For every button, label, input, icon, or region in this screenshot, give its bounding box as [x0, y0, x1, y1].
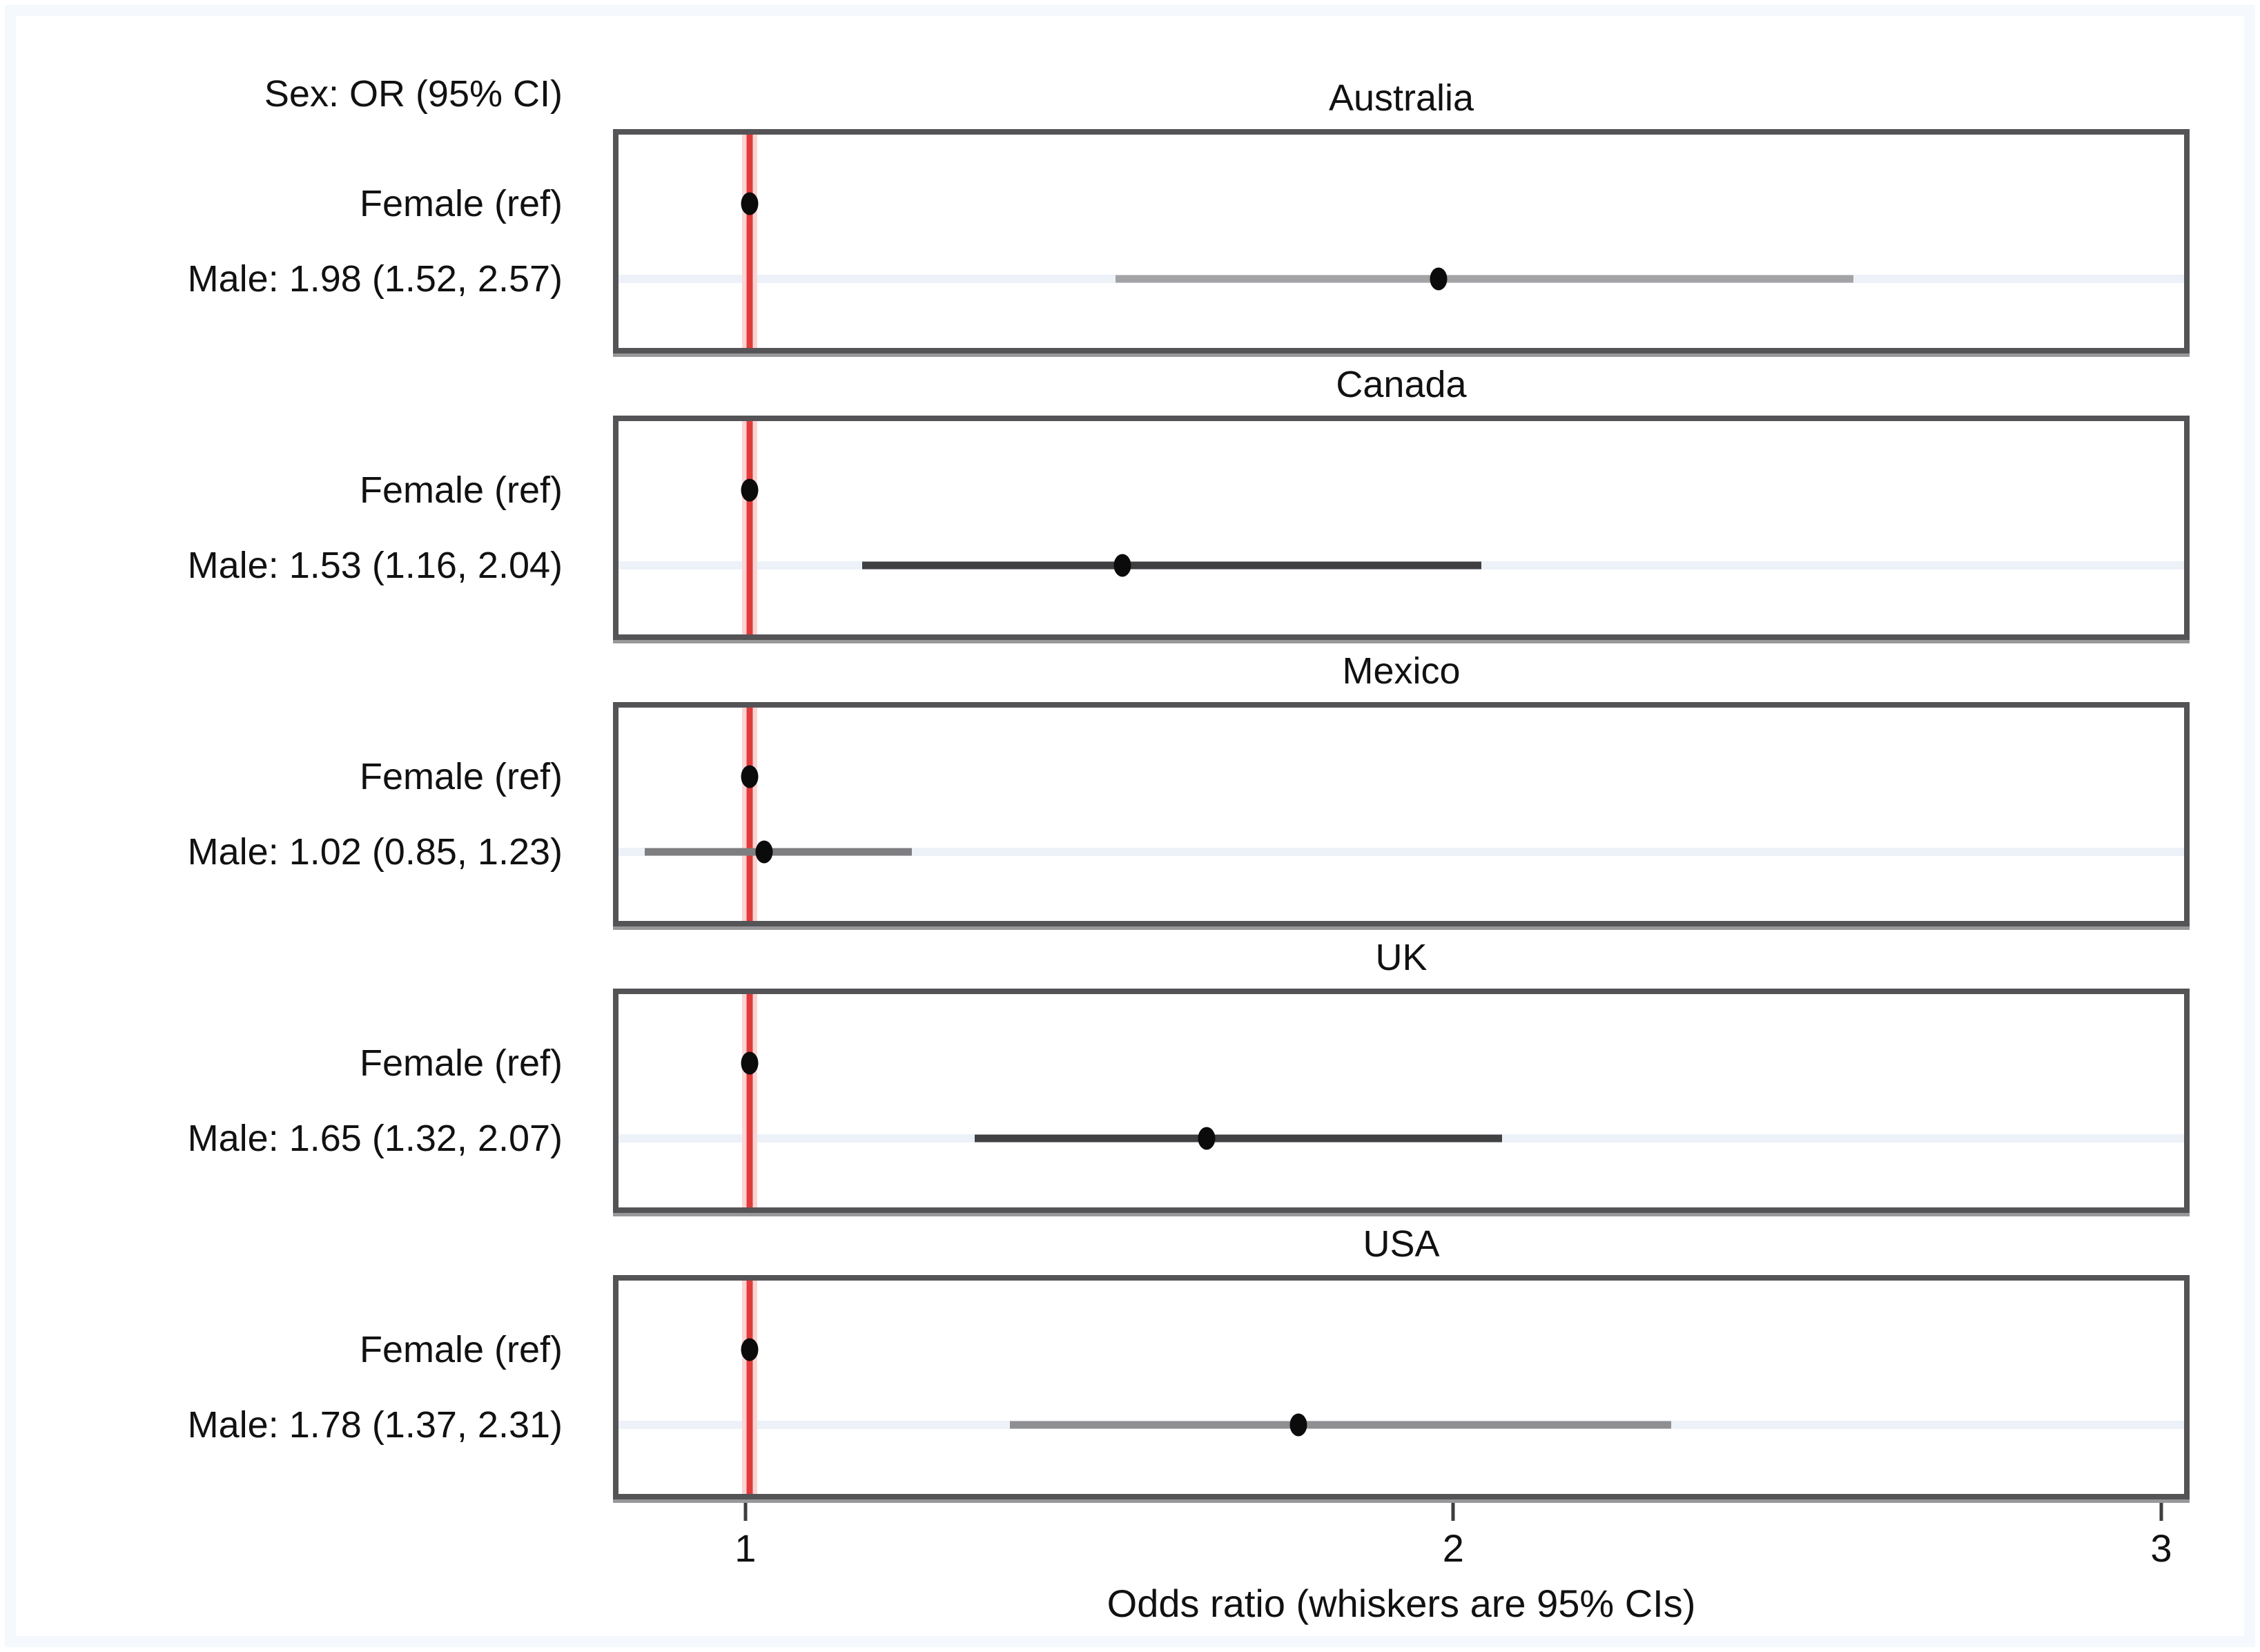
male-ci-whisker — [1010, 1421, 1671, 1429]
country-panel — [613, 1275, 2190, 1499]
male-row-label: Male: 1.02 (0.85, 1.23) — [187, 831, 563, 873]
female-ref-point — [741, 192, 759, 215]
male-row-label: Male: 1.98 (1.52, 2.57) — [187, 258, 563, 300]
female-ref-point — [741, 478, 759, 502]
female-row-label: Female (ref) — [359, 1329, 563, 1370]
male-or-point — [1113, 554, 1131, 577]
x-axis-tick-label: 2 — [1442, 1526, 1464, 1570]
country-panel — [613, 129, 2190, 353]
reference-line-or1-halo — [742, 1281, 758, 1494]
reference-line-or1-halo — [742, 421, 758, 634]
reference-line-or1 — [746, 135, 753, 348]
male-ci-whisker — [1116, 275, 1854, 283]
female-row-label: Female (ref) — [359, 183, 563, 224]
panel-title: UK — [1375, 937, 1428, 978]
male-row-label: Male: 1.78 (1.37, 2.31) — [187, 1404, 563, 1446]
country-panel — [613, 416, 2190, 640]
x-axis-title: Odds ratio (whiskers are 95% CIs) — [1107, 1582, 1696, 1625]
x-axis-tick — [743, 1503, 748, 1521]
reference-line-or1 — [746, 708, 753, 921]
panel-title: Mexico — [1342, 650, 1461, 692]
country-panel — [613, 702, 2190, 926]
female-ref-point — [741, 1051, 759, 1075]
reference-line-or1 — [746, 994, 753, 1207]
panel-title: Canada — [1336, 364, 1467, 405]
male-ci-whisker — [644, 848, 912, 856]
panel-title: USA — [1363, 1223, 1440, 1265]
reference-line-or1-halo — [742, 708, 758, 921]
panel-title: Australia — [1328, 77, 1474, 119]
male-row-gridline — [618, 848, 2184, 856]
male-row-label: Male: 1.65 (1.32, 2.07) — [187, 1118, 563, 1159]
x-axis-tick-label: 3 — [2150, 1526, 2172, 1570]
x-axis-tick — [2159, 1503, 2163, 1521]
reference-line-or1 — [746, 1281, 753, 1494]
female-row-label: Female (ref) — [359, 756, 563, 797]
reference-line-or1-halo — [742, 994, 758, 1207]
reference-line-or1 — [746, 421, 753, 634]
country-panel — [613, 989, 2190, 1213]
female-row-label: Female (ref) — [359, 1042, 563, 1084]
female-ref-point — [741, 765, 759, 788]
male-or-point — [755, 840, 773, 864]
male-or-point — [1289, 1413, 1307, 1437]
male-or-point — [1198, 1127, 1216, 1150]
column-header-label: Sex: OR (95% CI) — [264, 73, 563, 115]
female-ref-point — [741, 1338, 759, 1361]
male-ci-whisker — [862, 561, 1481, 570]
reference-line-or1-halo — [742, 135, 758, 348]
female-row-label: Female (ref) — [359, 469, 563, 511]
male-row-label: Male: 1.53 (1.16, 2.04) — [187, 545, 563, 586]
male-or-point — [1430, 267, 1448, 291]
x-axis-tick-label: 1 — [734, 1526, 757, 1570]
male-ci-whisker — [975, 1134, 1503, 1143]
x-axis-tick — [1451, 1503, 1455, 1521]
